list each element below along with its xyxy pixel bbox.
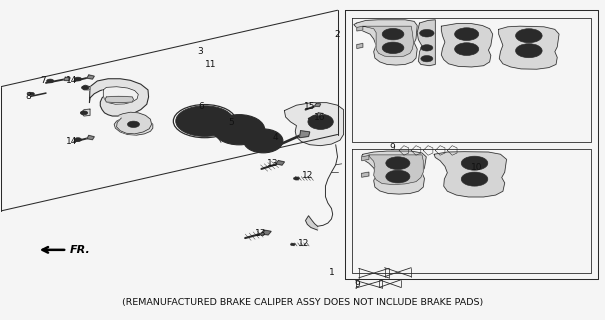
Circle shape bbox=[82, 86, 89, 90]
Circle shape bbox=[386, 170, 410, 183]
Text: 12: 12 bbox=[298, 239, 309, 248]
Text: 6: 6 bbox=[198, 102, 204, 111]
Circle shape bbox=[47, 79, 54, 83]
Polygon shape bbox=[105, 96, 134, 103]
Polygon shape bbox=[284, 103, 344, 146]
Ellipse shape bbox=[214, 115, 265, 145]
Polygon shape bbox=[103, 87, 139, 104]
Text: 1: 1 bbox=[329, 268, 335, 277]
Polygon shape bbox=[363, 26, 414, 57]
Polygon shape bbox=[357, 26, 363, 31]
Text: 16: 16 bbox=[313, 114, 325, 123]
Polygon shape bbox=[276, 161, 284, 165]
Polygon shape bbox=[90, 79, 149, 116]
Polygon shape bbox=[306, 216, 318, 230]
Polygon shape bbox=[362, 172, 369, 177]
Polygon shape bbox=[417, 20, 435, 66]
Circle shape bbox=[386, 157, 410, 170]
Text: 8: 8 bbox=[25, 92, 31, 101]
Ellipse shape bbox=[311, 116, 330, 127]
Circle shape bbox=[461, 172, 488, 186]
Polygon shape bbox=[362, 151, 427, 194]
Circle shape bbox=[420, 29, 434, 37]
Polygon shape bbox=[82, 85, 90, 90]
Circle shape bbox=[74, 138, 82, 141]
Text: 13: 13 bbox=[267, 159, 278, 168]
Text: 5: 5 bbox=[229, 118, 234, 127]
Polygon shape bbox=[499, 26, 559, 69]
Circle shape bbox=[293, 177, 299, 180]
Polygon shape bbox=[87, 135, 94, 140]
Polygon shape bbox=[362, 156, 369, 161]
Ellipse shape bbox=[308, 114, 333, 129]
Circle shape bbox=[515, 44, 542, 58]
Polygon shape bbox=[354, 20, 417, 65]
Circle shape bbox=[515, 29, 542, 43]
Polygon shape bbox=[299, 131, 310, 138]
Text: 15: 15 bbox=[304, 102, 315, 111]
Polygon shape bbox=[317, 113, 323, 116]
Ellipse shape bbox=[244, 129, 283, 153]
Ellipse shape bbox=[247, 131, 279, 150]
Text: 10: 10 bbox=[471, 163, 482, 172]
Text: 9: 9 bbox=[354, 280, 360, 289]
Text: FR.: FR. bbox=[70, 245, 91, 255]
Circle shape bbox=[382, 42, 404, 53]
Polygon shape bbox=[441, 24, 492, 67]
Polygon shape bbox=[434, 152, 506, 197]
Polygon shape bbox=[357, 44, 363, 49]
Text: 12: 12 bbox=[302, 172, 313, 180]
Circle shape bbox=[290, 243, 295, 246]
Text: 11: 11 bbox=[205, 60, 217, 69]
Polygon shape bbox=[315, 103, 321, 107]
Circle shape bbox=[454, 43, 479, 55]
Polygon shape bbox=[87, 75, 94, 79]
Circle shape bbox=[30, 93, 34, 95]
Polygon shape bbox=[81, 109, 90, 116]
Circle shape bbox=[175, 106, 234, 136]
Circle shape bbox=[421, 45, 433, 51]
Polygon shape bbox=[64, 77, 70, 81]
Text: 4: 4 bbox=[272, 133, 278, 142]
Circle shape bbox=[461, 156, 488, 170]
Polygon shape bbox=[117, 112, 152, 134]
Circle shape bbox=[80, 111, 88, 115]
Polygon shape bbox=[261, 230, 271, 235]
Polygon shape bbox=[28, 92, 34, 95]
Circle shape bbox=[454, 28, 479, 41]
Circle shape bbox=[421, 55, 433, 62]
Circle shape bbox=[128, 121, 140, 127]
Polygon shape bbox=[369, 155, 424, 185]
Text: 3: 3 bbox=[197, 47, 203, 56]
Ellipse shape bbox=[217, 117, 261, 142]
Circle shape bbox=[74, 77, 82, 81]
Text: 9: 9 bbox=[389, 143, 394, 152]
Circle shape bbox=[382, 28, 404, 40]
Text: (REMANUFACTURED BRAKE CALIPER ASSY DOES NOT INCLUDE BRAKE PADS): (REMANUFACTURED BRAKE CALIPER ASSY DOES … bbox=[122, 298, 483, 307]
Text: 14: 14 bbox=[66, 76, 77, 85]
Text: 7: 7 bbox=[40, 76, 46, 85]
Text: 14: 14 bbox=[66, 137, 77, 146]
Polygon shape bbox=[114, 116, 153, 135]
Text: 13: 13 bbox=[255, 229, 266, 238]
Text: 2: 2 bbox=[335, 30, 341, 39]
